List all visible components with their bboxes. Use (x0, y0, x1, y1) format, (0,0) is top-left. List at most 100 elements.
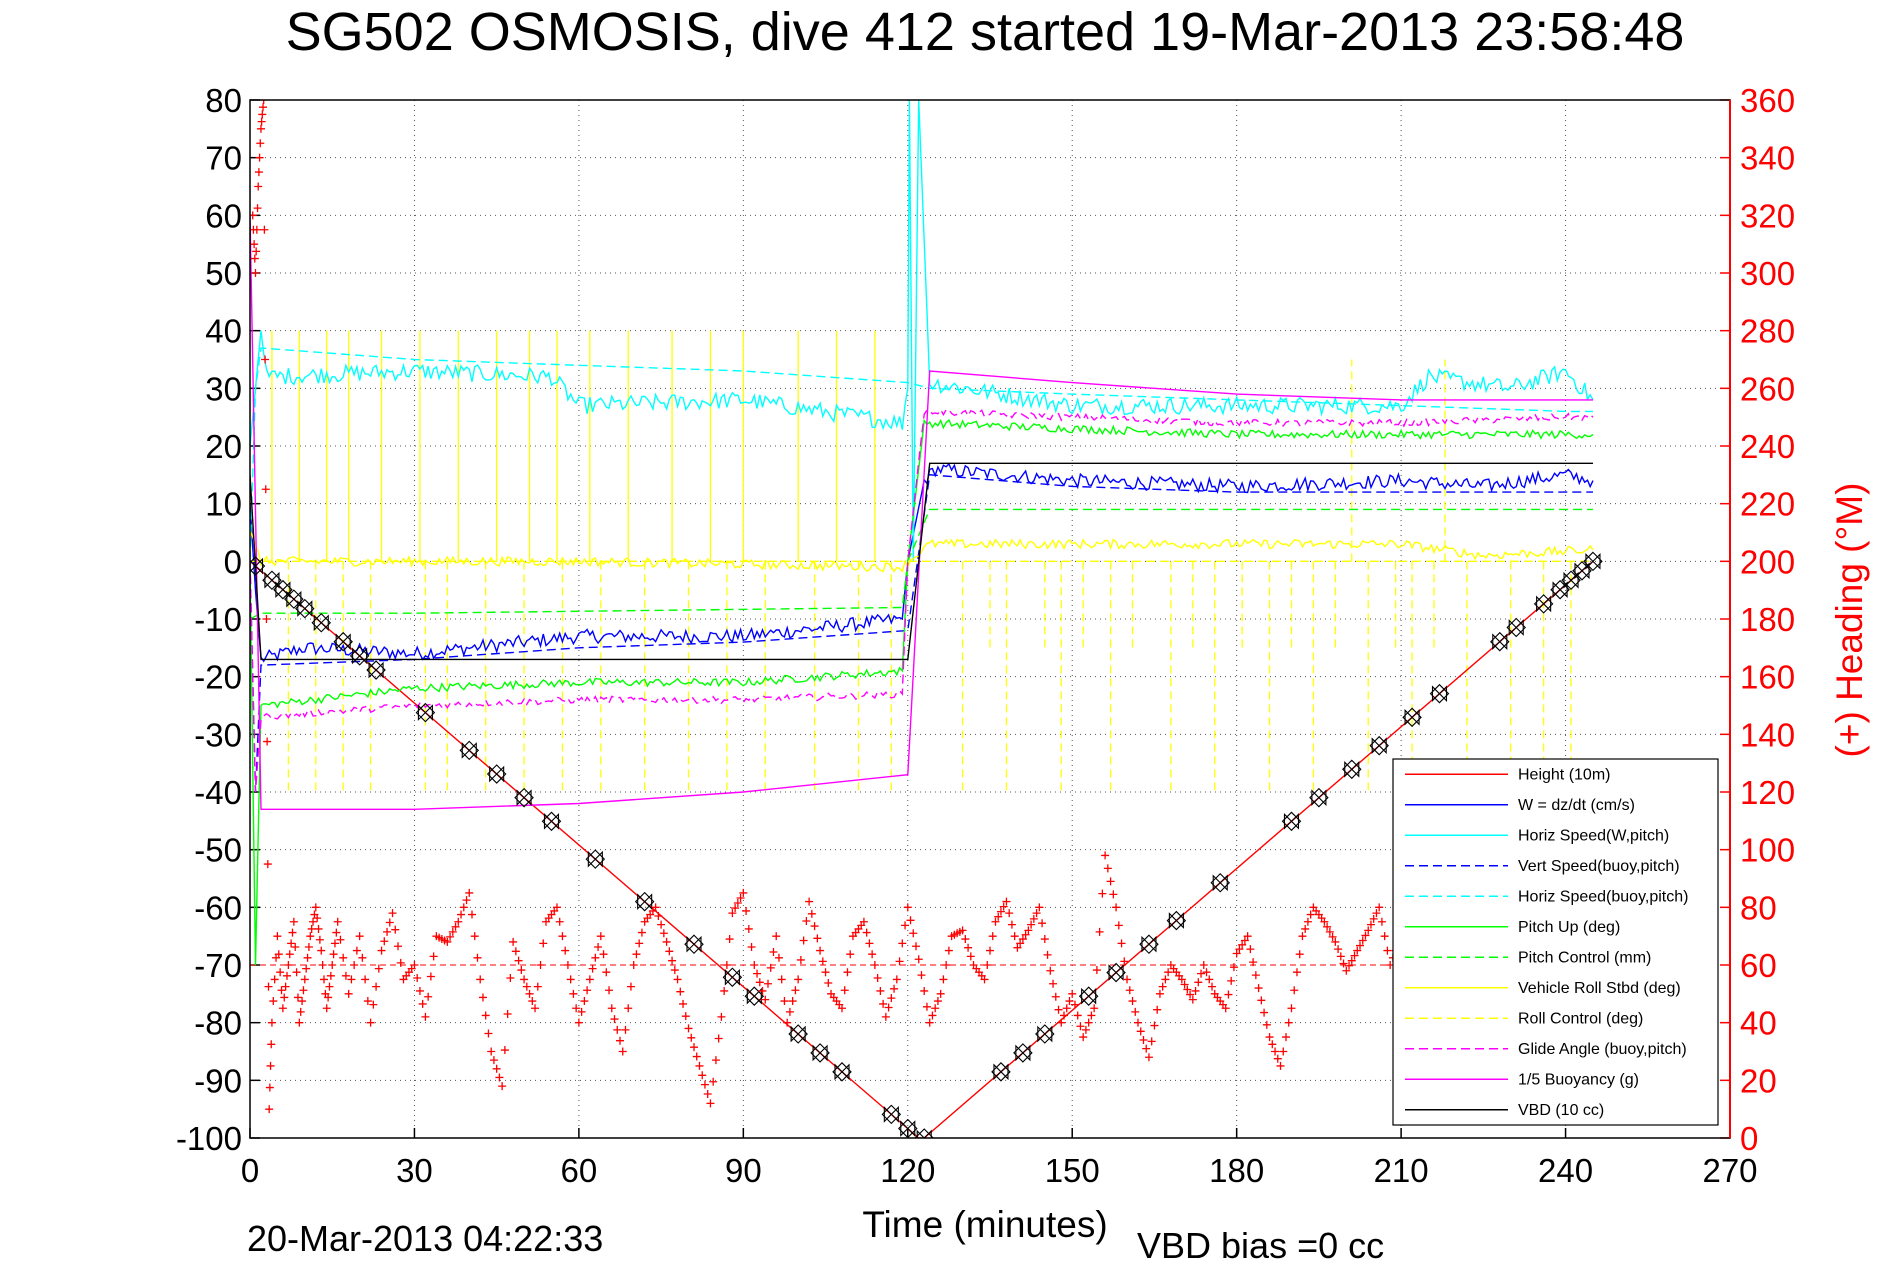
depth-marker (349, 646, 370, 666)
heading-marker (259, 100, 268, 104)
heading-marker (1356, 941, 1364, 950)
heading-marker (890, 984, 899, 993)
heading-marker (588, 964, 597, 973)
heading-marker (276, 968, 285, 977)
heading-marker (295, 1018, 304, 1027)
heading-marker (261, 485, 270, 494)
heading-marker (572, 1004, 581, 1013)
heading-marker (1224, 990, 1233, 999)
heading-marker (443, 937, 452, 946)
heading-marker (1177, 975, 1186, 984)
heading-marker (1271, 1047, 1280, 1056)
heading-marker (520, 975, 529, 984)
heading-marker (887, 994, 896, 1003)
heading-marker (651, 903, 660, 912)
heading-marker (254, 168, 263, 177)
depth-marker (1106, 962, 1126, 983)
heading-marker (629, 961, 638, 969)
heading-marker (796, 955, 805, 964)
legend-label: VBD (10 cc) (1518, 1102, 1604, 1119)
heading-marker (1229, 963, 1238, 972)
heading-marker (287, 939, 296, 948)
heading-marker (731, 904, 740, 913)
series-horiz-speed-w-pitch (250, 100, 1594, 562)
heading-marker (394, 942, 402, 951)
heading-marker (881, 1012, 890, 1021)
legend-label: Vehicle Roll Stbd (deg) (1518, 980, 1681, 997)
heading-marker (610, 1015, 619, 1024)
y2-tick-label: 40 (1740, 1005, 1777, 1042)
heading-marker (273, 932, 282, 941)
heading-marker (1361, 931, 1370, 940)
heading-marker (492, 1064, 501, 1073)
depth-marker (991, 1062, 1011, 1082)
heading-marker (684, 1024, 693, 1033)
depth-marker (916, 1129, 932, 1138)
heading-marker (1101, 851, 1110, 860)
heading-marker (531, 1004, 540, 1013)
y2-tick-label: 20 (1740, 1062, 1777, 1099)
heading-marker (917, 971, 926, 980)
heading-marker (920, 986, 929, 995)
heading-marker (1284, 1018, 1293, 1027)
heading-marker (454, 917, 463, 926)
heading-marker (1136, 1027, 1145, 1036)
heading-marker (1062, 1004, 1071, 1013)
heading-marker (933, 997, 942, 1006)
heading-marker (799, 936, 808, 945)
heading-marker (1353, 946, 1362, 955)
y-tick-label: 20 (205, 428, 242, 465)
depth-marker (1550, 579, 1570, 600)
y-tick-label: 30 (205, 370, 242, 407)
x-tick-label: 210 (1374, 1152, 1429, 1189)
series-w-dz-dt-cm-s (250, 462, 1594, 663)
heading-marker (1035, 903, 1044, 912)
heading-marker (774, 953, 783, 962)
heading-marker (986, 946, 994, 955)
heading-marker (313, 914, 322, 923)
heading-marker (476, 975, 485, 984)
depth-marker (250, 556, 266, 576)
heading-marker (577, 1007, 586, 1016)
heading-marker (281, 982, 290, 991)
heading-marker (369, 1000, 378, 1009)
heading-marker (1358, 936, 1367, 945)
heading-marker (426, 972, 435, 981)
heading-marker (594, 942, 603, 951)
heading-marker (266, 1061, 275, 1070)
heading-marker (1282, 1033, 1290, 1042)
heading-marker (637, 928, 646, 937)
heading-marker (1002, 897, 1011, 906)
heading-marker (330, 939, 339, 948)
heading-marker (1238, 940, 1247, 949)
y2-tick-label: 120 (1740, 774, 1795, 811)
series-glide-angle-buoy-pitch (250, 408, 1594, 793)
heading-marker (509, 937, 518, 946)
heading-marker (517, 966, 526, 975)
heading-marker (1120, 957, 1129, 966)
heading-marker (1051, 992, 1060, 1001)
heading-marker (291, 942, 300, 951)
heading-marker (1276, 1061, 1285, 1070)
heading-marker (309, 917, 318, 926)
heading-marker (785, 1007, 794, 1016)
heading-marker (870, 961, 879, 969)
heading-marker (668, 956, 677, 965)
heading-marker (1375, 903, 1384, 912)
heading-marker (514, 956, 523, 965)
heading-marker (816, 946, 825, 955)
heading-marker (1336, 952, 1345, 961)
heading-marker (448, 927, 457, 936)
heading-marker (459, 903, 468, 912)
heading-marker (616, 1036, 624, 1045)
y2-tick-label: 0 (1740, 1120, 1758, 1157)
heading-marker (1339, 959, 1348, 968)
heading-marker (1106, 877, 1115, 886)
heading-marker (922, 1002, 931, 1011)
heading-marker (753, 969, 762, 978)
heading-marker (296, 1007, 305, 1016)
depth-marker (1078, 986, 1099, 1006)
heading-marker (457, 910, 466, 919)
heading-marker (555, 917, 564, 926)
heading-marker (714, 1034, 723, 1043)
